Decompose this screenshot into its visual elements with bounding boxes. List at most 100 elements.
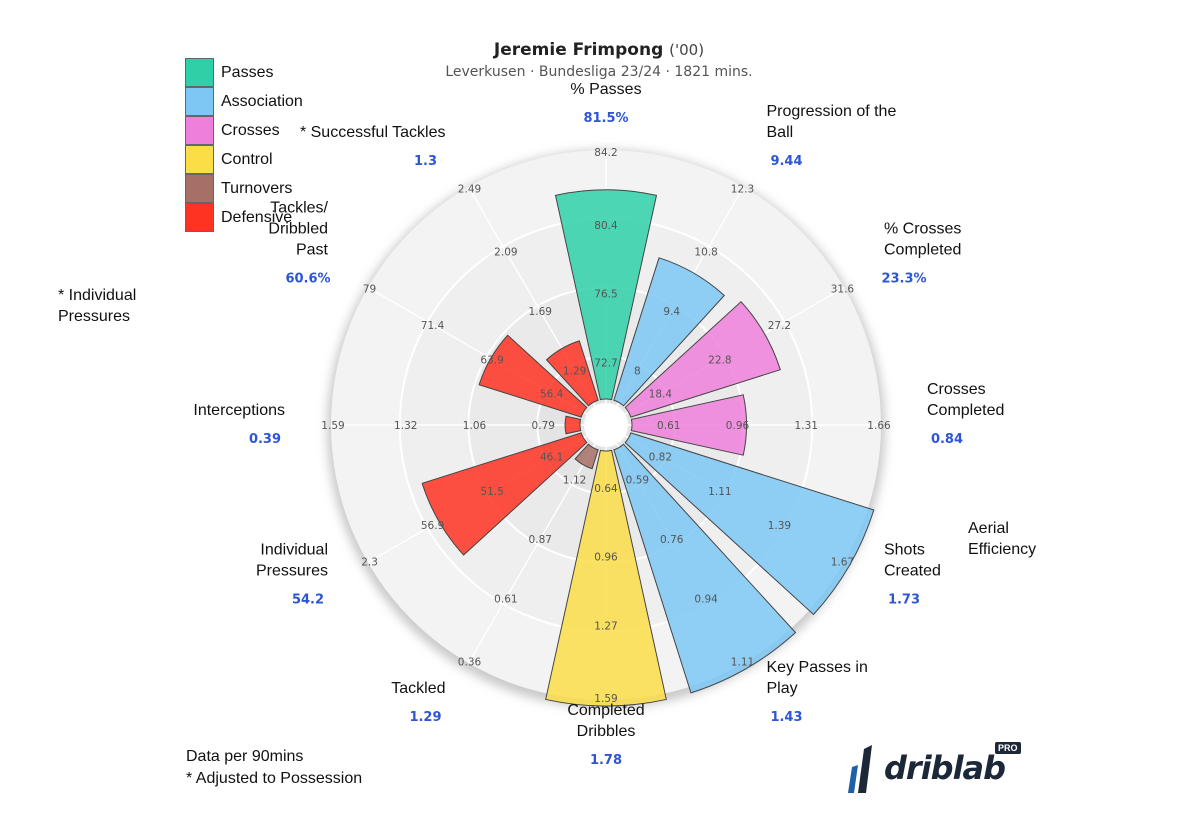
extra-label-pressures: * Individual Pressures <box>58 287 136 325</box>
footnote-per90: Data per 90mins <box>186 748 304 765</box>
tick-label: 71.4 <box>421 320 445 332</box>
bar-9 <box>564 415 582 435</box>
bar-0 <box>554 189 658 401</box>
tick-label: 1.29 <box>563 366 586 378</box>
tick-label: 27.2 <box>768 320 791 332</box>
tick-label: 1.06 <box>463 420 487 432</box>
tick-label: 1.39 <box>768 520 791 532</box>
tick-label: 0.82 <box>649 451 672 463</box>
tick-label: 2.3 <box>361 557 378 569</box>
metric-value: 0.39 <box>249 432 281 447</box>
metric-label: Tackled <box>391 680 445 697</box>
tick-label: 0.59 <box>626 474 649 486</box>
tick-label: 1.12 <box>563 474 586 486</box>
tick-label: 0.36 <box>458 656 482 668</box>
metric-label: Crosses Completed <box>927 381 1004 419</box>
extra-label-aerial: Aerial Efficiency <box>968 520 1036 558</box>
tick-label: 1.67 <box>831 557 854 569</box>
legend-label: Turnovers <box>221 180 293 197</box>
tick-label: 1.11 <box>708 486 731 498</box>
chart-center <box>584 403 628 447</box>
bar-2 <box>624 300 781 418</box>
tick-label: 72.7 <box>594 357 617 369</box>
chart-subtitle: Leverkusen · Bundesliga 23/24 · 1821 min… <box>445 64 753 80</box>
logo-pro-badge: PRO <box>995 742 1021 754</box>
metric-label: * Successful Tackles <box>300 124 446 141</box>
metric-value: 9.44 <box>770 154 802 169</box>
legend-swatch <box>185 174 214 203</box>
legend-label: Association <box>221 93 303 110</box>
metric-value: 1.3 <box>414 154 437 169</box>
metric-value: 0.84 <box>931 432 963 447</box>
bar-10 <box>478 334 588 418</box>
legend-label: Crosses <box>221 122 280 139</box>
bar-11 <box>545 340 599 407</box>
tick-label: 0.64 <box>594 483 618 495</box>
tick-label: 0.61 <box>657 420 680 432</box>
tick-label: 79 <box>363 284 376 296</box>
bar-6 <box>545 449 667 707</box>
metric-value: 1.29 <box>409 710 441 725</box>
bar-5 <box>613 443 797 694</box>
tick-label: 0.87 <box>529 534 552 546</box>
metric-value: 81.5% <box>583 111 628 126</box>
metric-value: 54.2 <box>292 593 324 608</box>
metric-label: % Crosses Completed <box>884 221 961 259</box>
tick-label: 0.96 <box>726 420 750 432</box>
legend-label: Defensive <box>221 209 293 226</box>
tick-label: 76.5 <box>594 289 617 301</box>
tick-label: 1.27 <box>594 620 617 632</box>
tick-label: 56.9 <box>421 520 444 532</box>
tick-label: 56.4 <box>540 389 564 401</box>
tick-label: 0.94 <box>694 593 718 605</box>
logo-mark-icon <box>848 745 872 793</box>
birth-year: ('00) <box>669 41 705 59</box>
tick-label: 80.4 <box>594 220 618 232</box>
legend-label: Control <box>221 151 273 168</box>
tick-label: 1.11 <box>731 656 754 668</box>
tick-label: 0.76 <box>660 534 684 546</box>
tick-label: 18.4 <box>649 389 673 401</box>
tick-label: 0.61 <box>494 593 517 605</box>
tick-label: 0.96 <box>594 552 618 564</box>
tick-label: 2.49 <box>458 184 481 196</box>
tick-label: 63.9 <box>480 354 503 366</box>
tick-label: 0.79 <box>532 420 555 432</box>
metric-label: Progression of the Ball <box>767 103 897 141</box>
legend-swatch <box>185 145 214 174</box>
legend-swatch <box>185 58 214 87</box>
bar-4 <box>624 432 875 616</box>
metric-value: 1.73 <box>888 593 920 608</box>
tick-label: 84.2 <box>594 147 617 159</box>
tick-label: 31.6 <box>831 284 855 296</box>
metric-value: 1.43 <box>770 710 802 725</box>
bar-7 <box>574 443 599 470</box>
tick-label: 1.69 <box>529 306 552 318</box>
bar-3 <box>630 394 747 456</box>
metric-value: 1.78 <box>590 753 622 768</box>
metric-label: Key Passes in Play <box>767 659 868 697</box>
legend-swatch <box>185 203 214 232</box>
metric-value: 60.6% <box>285 272 330 287</box>
tick-label: 10.8 <box>694 247 717 259</box>
chart-title: Jeremie Frimpong ('00) <box>0 40 1198 60</box>
metric-label: Completed Dribbles <box>567 702 644 740</box>
metric-label: Interceptions <box>193 402 285 419</box>
footnote-adjusted: * Adjusted to Possession <box>186 770 363 787</box>
legend-label: Passes <box>221 64 274 81</box>
player-name: Jeremie Frimpong <box>493 40 664 60</box>
tick-label: 1.32 <box>394 420 417 432</box>
metric-label: % Passes <box>570 81 641 98</box>
driblab-logo: driblab PRO <box>842 742 1042 793</box>
tick-label: 9.4 <box>663 306 680 318</box>
legend-swatch <box>185 116 214 145</box>
tick-label: 1.59 <box>321 420 344 432</box>
tick-label: 1.66 <box>867 420 891 432</box>
bar-1 <box>613 257 725 407</box>
tick-label: 1.59 <box>594 693 617 705</box>
tick-label: 12.3 <box>731 184 754 196</box>
tick-label: 1.31 <box>795 420 818 432</box>
metric-label: Shots Created <box>884 542 941 580</box>
metric-label: Tackles/Dribbled Past <box>268 200 328 259</box>
